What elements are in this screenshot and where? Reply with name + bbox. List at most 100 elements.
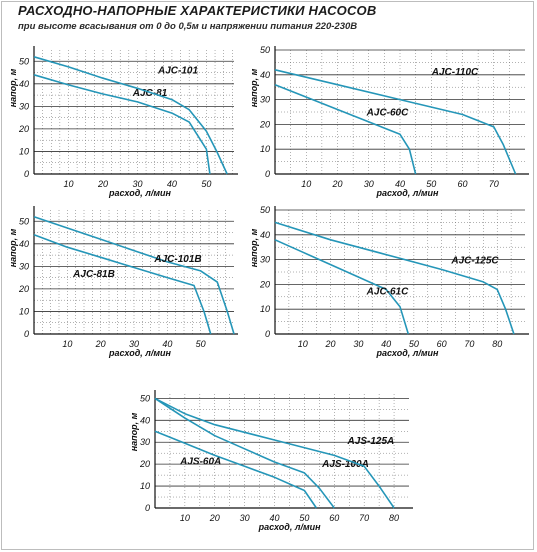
y-axis-label: напор, м — [8, 68, 18, 107]
y-tick-label: 0 — [265, 329, 270, 339]
y-tick-label: 30 — [19, 101, 29, 111]
x-tick-label: 70 — [489, 179, 499, 189]
y-tick-label: 0 — [24, 169, 29, 179]
x-tick-label: 50 — [426, 179, 436, 189]
y-tick-label: 20 — [259, 279, 270, 289]
y-tick-label: 10 — [19, 306, 29, 316]
x-tick-label: 10 — [298, 339, 308, 349]
y-tick-label: 30 — [260, 255, 270, 265]
x-tick-label: 30 — [129, 339, 139, 349]
x-tick-label: 70 — [464, 339, 474, 349]
y-axis-label: напор, м — [249, 228, 259, 267]
series-line-ajc-125c — [274, 221, 515, 335]
x-tick-label: 60 — [457, 179, 467, 189]
series-line-ajc-101b — [33, 216, 235, 335]
series-label-ajc-101: AJC-101 — [157, 66, 198, 77]
series-line-ajc-81 — [33, 74, 211, 175]
series-label-ajc-61c: AJC-61C — [366, 286, 409, 297]
y-tick-label: 0 — [145, 503, 150, 513]
x-tick-label: 40 — [381, 339, 391, 349]
x-tick-label: 10 — [180, 513, 190, 523]
x-tick-label: 20 — [97, 179, 108, 189]
y-tick-label: 20 — [259, 119, 270, 129]
x-tick-label: 20 — [331, 179, 342, 189]
page-subtitle: при высоте всасывания от 0 до 0,5м и нап… — [18, 21, 358, 32]
chart-ajc-81-101: 0 10 20 30 40 50 10 20 30 40 50 расход, л/мин напор,… — [8, 46, 238, 198]
x-tick-label: 50 — [201, 179, 211, 189]
x-axis-label: расход, л/мин — [258, 522, 321, 532]
x-axis-label: расход, л/мин — [108, 188, 171, 198]
y-tick-label: 30 — [260, 95, 270, 105]
x-tick-label: 30 — [240, 513, 250, 523]
chart-ajc-61c-125c: 0 10 20 30 40 50 10 20 30 40 50 60 70 80 расход, л/мин… — [249, 205, 529, 358]
series-label-ajc-60c: AJC-60C — [366, 108, 409, 119]
x-tick-label: 10 — [301, 179, 311, 189]
series-label-ajc-125c: AJC-125C — [450, 255, 499, 266]
x-tick-label: 50 — [196, 339, 206, 349]
x-tick-label: 10 — [62, 339, 72, 349]
x-tick-label: 20 — [209, 513, 220, 523]
x-tick-label: 40 — [167, 179, 177, 189]
x-tick-label: 50 — [409, 339, 419, 349]
x-tick-label: 70 — [359, 513, 369, 523]
series-line-ajc-61c — [274, 239, 410, 335]
y-tick-label: 50 — [260, 45, 270, 55]
series-label-ajc-81b: AJC-81B — [72, 269, 115, 280]
y-tick-label: 50 — [260, 205, 270, 215]
y-axis-label: напор, м — [249, 68, 259, 107]
y-tick-label: 30 — [140, 437, 150, 447]
series-line-ajs-125a — [154, 397, 395, 509]
x-tick-label: 80 — [492, 339, 502, 349]
y-tick-label: 10 — [140, 481, 150, 491]
y-tick-label: 50 — [19, 56, 29, 66]
chart-ajc-60c-110c: 0 10 20 30 40 50 10 20 30 40 50 60 70 расход, л/мин на… — [249, 45, 529, 198]
x-tick-label: 40 — [162, 339, 172, 349]
y-tick-label: 20 — [18, 284, 29, 294]
x-tick-label: 80 — [389, 513, 399, 523]
series-line-ajc-110c — [274, 69, 517, 175]
x-tick-label: 60 — [437, 339, 447, 349]
x-tick-label: 30 — [353, 339, 363, 349]
x-tick-label: 10 — [63, 179, 73, 189]
y-tick-label: 0 — [24, 329, 29, 339]
x-tick-label: 20 — [95, 339, 106, 349]
y-tick-label: 30 — [19, 261, 29, 271]
x-tick-label: 30 — [364, 179, 374, 189]
x-axis-label: расход, л/мин — [376, 348, 439, 358]
x-axis-label: расход, л/мин — [108, 348, 171, 358]
y-tick-label: 10 — [260, 144, 270, 154]
series-label-ajs-100a: AJS-100A — [321, 459, 369, 470]
series-label-ajs-60a: AJS-60A — [179, 457, 221, 468]
y-tick-label: 20 — [139, 459, 150, 469]
x-tick-label: 20 — [325, 339, 336, 349]
x-tick-label: 40 — [270, 513, 280, 523]
y-tick-label: 40 — [140, 415, 150, 425]
x-tick-label: 60 — [329, 513, 339, 523]
x-tick-label: 30 — [132, 179, 142, 189]
series-label-ajs-125a: AJS-125A — [347, 436, 395, 447]
y-tick-label: 40 — [19, 79, 29, 89]
series-line-ajc-101 — [33, 56, 228, 175]
series-label-ajc-101b: AJC-101B — [153, 254, 201, 265]
y-tick-label: 40 — [19, 239, 29, 249]
series-label-ajc-110c: AJC-110C — [431, 67, 479, 78]
chart-ajc-81b-101b: 0 10 20 30 40 50 10 20 30 40 50 расход, л/мин напор,… — [8, 206, 238, 358]
y-tick-label: 10 — [260, 304, 270, 314]
y-tick-label: 40 — [260, 230, 270, 240]
y-tick-label: 50 — [19, 216, 29, 226]
x-axis-label: расход, л/мин — [376, 188, 439, 198]
y-axis-label: напор, м — [129, 412, 139, 451]
series-line-ajc-60c — [274, 83, 417, 175]
y-tick-label: 40 — [260, 70, 270, 80]
series-label-ajc-81: AJC-81 — [132, 88, 168, 99]
series-line-ajc-81b — [33, 234, 212, 335]
y-tick-label: 0 — [265, 169, 270, 179]
page-title: РАСХОДНО-НАПОРНЫЕ ХАРАКТЕРИСТИКИ НАСОСОВ — [18, 3, 377, 18]
y-tick-label: 20 — [18, 124, 29, 134]
y-tick-label: 10 — [19, 146, 29, 156]
x-tick-label: 50 — [299, 513, 309, 523]
y-axis-label: напор, м — [8, 228, 18, 267]
series-line-ajs-60a — [154, 430, 318, 509]
chart-ajs-60a-100a-125a: 0 10 20 30 40 50 10 20 30 40 50 60 70 80 расход, л/мин… — [129, 390, 413, 532]
